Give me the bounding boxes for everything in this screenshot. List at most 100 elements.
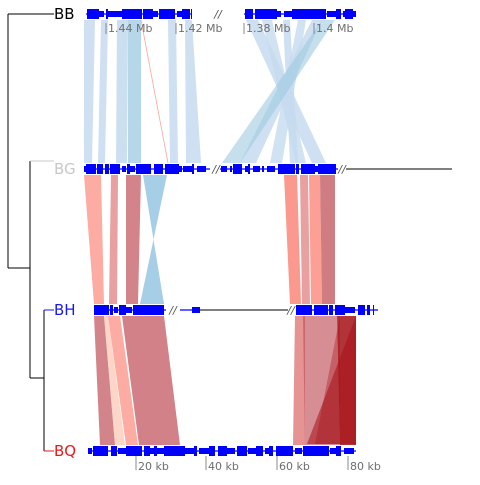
gene [277, 11, 281, 17]
gene [93, 9, 97, 19]
gene [93, 446, 101, 456]
gene [97, 164, 103, 174]
gene [122, 9, 132, 19]
gene [233, 164, 239, 174]
gene [165, 164, 171, 174]
gene [168, 9, 175, 19]
synteny-band [84, 175, 104, 304]
gene [143, 9, 146, 19]
gene [269, 9, 277, 19]
gene [182, 446, 185, 456]
gene [336, 446, 341, 456]
gene [118, 448, 126, 454]
break-mark: // [168, 304, 178, 317]
scale-tick-label: 20 kb [138, 460, 169, 473]
gene [94, 305, 103, 315]
synteny-band [84, 20, 95, 163]
synteny-band [140, 175, 167, 304]
gene [179, 166, 182, 172]
gene [127, 164, 130, 174]
gene [192, 307, 196, 313]
gene [99, 11, 104, 17]
synteny-band [293, 316, 305, 445]
gene [255, 9, 258, 19]
gene [318, 164, 328, 174]
gene [292, 9, 302, 19]
synteny-line [140, 19, 169, 164]
scale-tick-label: 1.38 Mb [246, 22, 290, 35]
gene [278, 164, 286, 174]
gene [284, 446, 293, 456]
gene [319, 305, 328, 315]
gene [345, 307, 355, 313]
synteny-band [222, 20, 335, 163]
gene [248, 448, 256, 454]
gene [185, 448, 194, 454]
synteny-band [108, 316, 138, 445]
synteny-band [309, 175, 322, 304]
gene [103, 305, 109, 315]
gene [311, 446, 320, 456]
gene [267, 166, 275, 172]
gene [159, 9, 168, 19]
gene [150, 448, 154, 454]
gene [276, 446, 284, 456]
gene [362, 305, 365, 315]
break-mark: // [337, 163, 347, 176]
gene [97, 9, 99, 19]
genome-tracks: // // // // // [84, 8, 452, 456]
gene [137, 9, 142, 19]
synteny-band [109, 175, 118, 304]
gene [105, 446, 108, 456]
gene [230, 166, 232, 172]
gene [239, 164, 242, 174]
gene [150, 9, 153, 19]
gene [345, 9, 353, 19]
genome-label-bb: BB [54, 5, 75, 23]
gene [320, 446, 329, 456]
synteny-band [168, 20, 178, 163]
gene [101, 446, 105, 456]
gene [116, 11, 122, 17]
gene [327, 11, 336, 17]
synteny-band [300, 175, 310, 304]
synteny-band [104, 316, 125, 445]
synteny-band [94, 316, 115, 445]
synteny-band [307, 316, 356, 444]
gene [284, 11, 286, 17]
gene [196, 307, 200, 313]
genome-label-bg: BG [54, 160, 76, 178]
scale-tick-label: 1.44 Mb [108, 22, 152, 35]
gene [353, 11, 356, 17]
gene [133, 305, 142, 315]
gene [132, 9, 137, 19]
gene [157, 448, 164, 454]
gene [286, 11, 292, 17]
gene [343, 11, 345, 17]
gene [258, 9, 260, 19]
gene [303, 446, 311, 456]
gene [191, 9, 192, 19]
scale-tick-label: 1.4 Mb [316, 22, 353, 35]
gene [108, 11, 116, 17]
gene [130, 166, 135, 172]
gene [154, 446, 157, 456]
synteny-band [128, 20, 141, 163]
synteny-band [320, 175, 335, 304]
synteny-band [126, 175, 141, 304]
gene [154, 164, 163, 174]
gene [88, 448, 92, 454]
gene [135, 446, 138, 456]
gene [311, 9, 317, 19]
gene [182, 9, 190, 19]
gene [197, 166, 206, 172]
gene [190, 166, 192, 172]
gene [111, 446, 117, 456]
gene [336, 9, 341, 19]
gene [144, 446, 150, 456]
gene [194, 446, 197, 456]
synteny-band [122, 316, 180, 445]
gene [157, 305, 164, 315]
